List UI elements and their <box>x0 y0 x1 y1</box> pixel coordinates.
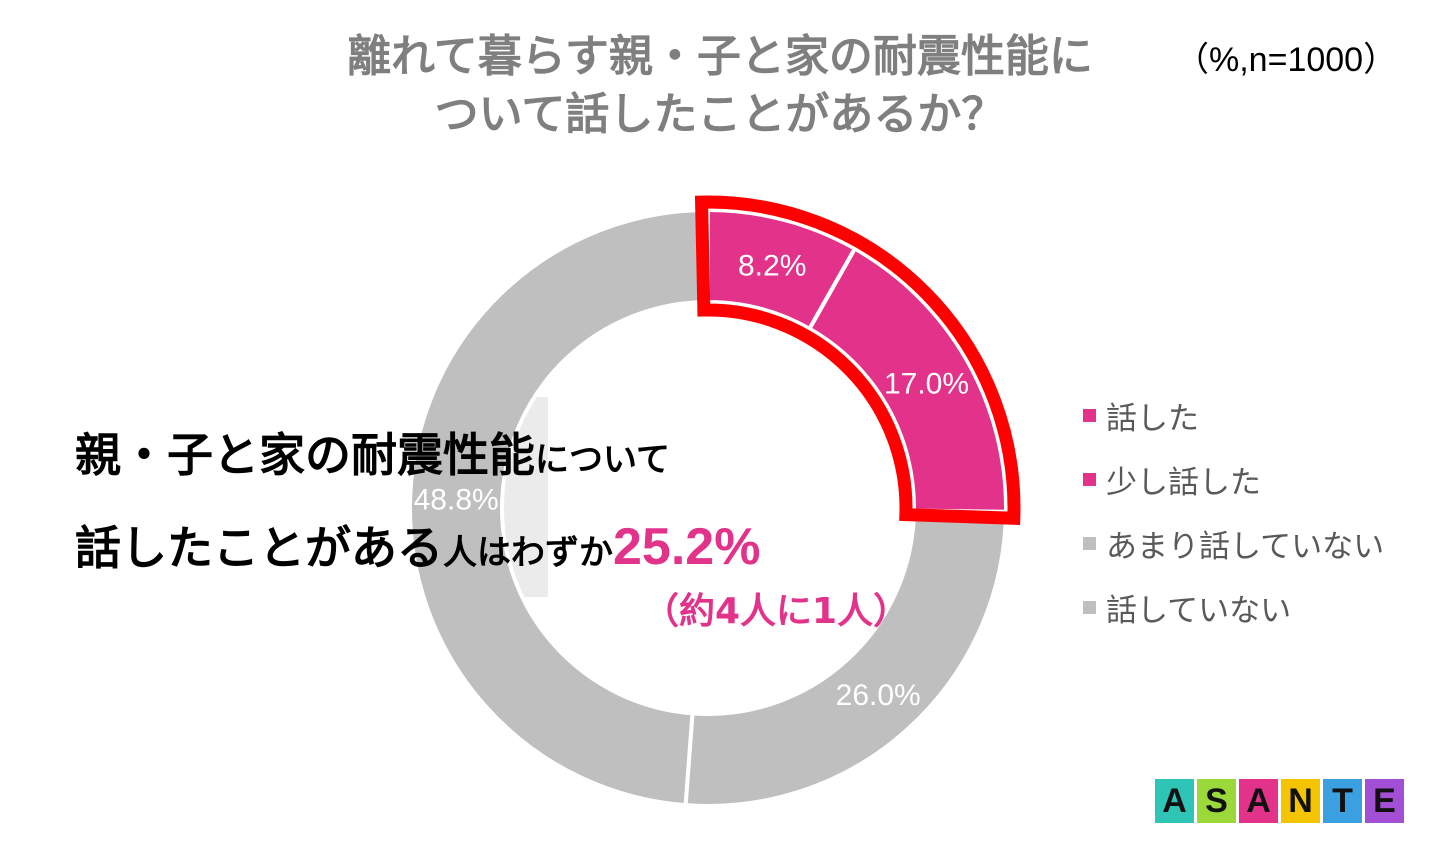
donut-slice <box>408 207 710 808</box>
legend-label: 少し話した <box>1106 464 1261 501</box>
legend-item: 少し話した <box>1083 447 1384 511</box>
highlight-outline <box>694 195 1021 525</box>
logo-letter-tile: A <box>1239 779 1278 823</box>
callout: 親・子と家の耐震性能について 話したことがある人はわずか25.2% <box>75 420 760 582</box>
callout-line1-small: について <box>535 440 670 480</box>
slice-value-label: 48.8% <box>414 484 499 517</box>
callout-percentage: 25.2% <box>613 518 761 576</box>
legend-item: 話した <box>1083 383 1384 447</box>
callout-line1-bold: 親・子と家の耐震性能 <box>75 428 535 482</box>
legend-item: 話していない <box>1083 575 1384 639</box>
legend-label: 話していない <box>1106 592 1292 629</box>
legend-item: あまり話していない <box>1083 511 1384 575</box>
donut-slice <box>683 508 1009 808</box>
legend-swatch <box>1083 600 1096 614</box>
logo-letter-tile: E <box>1365 779 1404 823</box>
legend-label: 話した <box>1106 400 1199 437</box>
logo-letter-tile: S <box>1197 779 1236 823</box>
slice-value-label: 17.0% <box>884 367 969 400</box>
callout-line2-small: 人はわずか <box>443 533 613 573</box>
legend-swatch <box>1083 536 1096 550</box>
callout-line1: 親・子と家の耐震性能について <box>75 420 760 490</box>
slice-value-label: 8.2% <box>738 249 806 282</box>
legend-label: あまり話していない <box>1106 528 1385 565</box>
legend-swatch <box>1083 472 1096 486</box>
chart-title-line2: ついて話したことがあるか？ <box>434 89 1006 140</box>
slice-divider <box>809 251 855 327</box>
callout-line2: 話したことがある人はわずか25.2% <box>75 512 760 582</box>
sample-size-note: （%,n=1000） <box>1175 41 1398 79</box>
legend-swatch <box>1083 408 1096 422</box>
legend: 話した 少し話した あまり話していない 話していない <box>1083 383 1384 639</box>
chart-title-line1: 離れて暮らす親・子と家の耐震性能に <box>347 31 1093 82</box>
logo-letter-tile: T <box>1323 779 1362 823</box>
donut-slice <box>806 245 1008 514</box>
logo-letter-tile: A <box>1155 779 1194 823</box>
chart-title: 離れて暮らす親・子と家の耐震性能に ついて話したことがあるか？ <box>240 28 1200 144</box>
slice-value-label: 26.0% <box>836 679 921 712</box>
logo-letter-tile: N <box>1281 779 1320 823</box>
callout-ratio: （約4人に1人） <box>643 591 910 632</box>
asante-logo: A S A N T E <box>1155 779 1404 823</box>
callout-line2-bold: 話したことがある <box>75 521 443 575</box>
